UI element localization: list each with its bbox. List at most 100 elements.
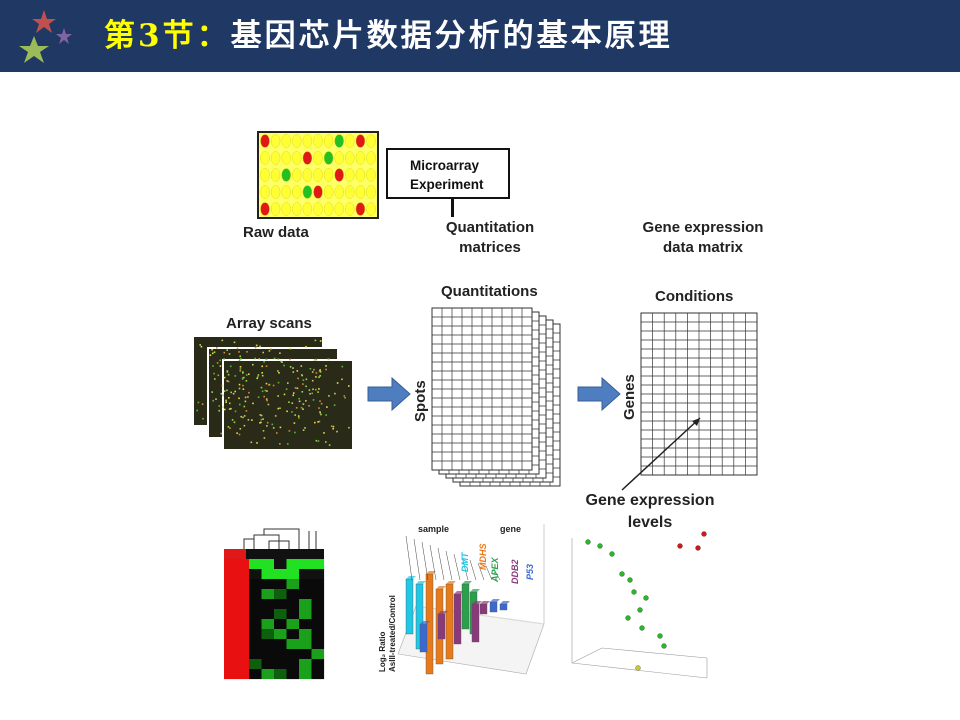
heatmap-cell — [299, 649, 312, 660]
spot — [281, 151, 291, 165]
spot — [345, 151, 355, 165]
sample-tick — [413, 538, 421, 581]
scan-speckle — [239, 428, 242, 430]
spot — [334, 134, 344, 148]
spot — [355, 202, 366, 216]
scan-speckle — [344, 396, 346, 399]
scan-speckle — [226, 380, 228, 382]
quantitations-label: Quantitations — [441, 283, 538, 300]
scan-speckle — [332, 427, 334, 430]
scan-speckle — [258, 358, 261, 360]
scan-speckle — [223, 351, 226, 354]
spot — [355, 151, 366, 165]
scan-speckle — [233, 421, 236, 424]
scan-speckle — [318, 420, 321, 423]
spot — [302, 134, 313, 148]
scan-speckle — [267, 403, 270, 406]
scan-speckle — [229, 365, 232, 368]
scan-speckle — [236, 347, 239, 350]
scan-speckle — [216, 347, 218, 349]
scan-speckle — [247, 396, 249, 398]
heatmap-cell — [261, 649, 275, 660]
axis-line-1: Log₂ Ratio — [378, 631, 387, 672]
scan-speckle — [223, 376, 226, 379]
scan-speckle — [277, 407, 279, 410]
scan-speckle — [254, 346, 257, 349]
scan-speckle — [312, 399, 315, 401]
scan-speckle — [279, 352, 281, 354]
scan-speckle — [341, 378, 343, 381]
heatmap-cell — [274, 629, 287, 640]
spot — [334, 168, 344, 182]
scan-speckle — [228, 408, 231, 410]
scan-speckle — [315, 376, 317, 378]
heatmap-cell — [261, 599, 275, 610]
scan-speckle — [245, 410, 248, 412]
spot — [270, 185, 281, 199]
heatmap-cell — [249, 589, 262, 600]
levels-line-1: Gene expression — [585, 492, 715, 509]
heatmap-cell — [261, 569, 275, 580]
scan-speckle — [334, 392, 336, 395]
heatmap-cell — [236, 599, 250, 610]
heatmap-cell — [286, 669, 300, 680]
heatmap-cell — [249, 629, 262, 640]
gene-name-label: DMT — [460, 552, 470, 573]
heatmap-cell — [299, 639, 312, 650]
heatmap-cell — [236, 669, 250, 680]
scan-speckle — [222, 406, 224, 408]
heatmap-cell — [311, 649, 325, 660]
heatmap-cell — [286, 629, 300, 640]
scan-speckle — [292, 367, 294, 369]
heatmap-cell — [299, 659, 312, 670]
scan-speckle — [286, 410, 288, 413]
spot — [345, 134, 355, 148]
scan-speckle — [293, 422, 296, 424]
scan-speckle — [318, 407, 320, 409]
scan-speckle — [226, 370, 229, 372]
spot — [345, 202, 355, 216]
scan-speckle — [297, 377, 299, 380]
heatmap-cell — [224, 649, 237, 660]
bar — [405, 578, 414, 635]
scan-speckle — [288, 430, 291, 432]
scan-speckle — [263, 361, 265, 363]
scan-speckle — [220, 432, 222, 435]
heatmap-cell — [236, 659, 250, 670]
section-number: 第3节： — [104, 18, 231, 54]
scan-speckle — [252, 363, 254, 366]
scan-speckle — [211, 348, 213, 351]
scan-speckle — [265, 365, 268, 367]
scan-speckle — [298, 400, 301, 403]
scan-speckle — [319, 411, 321, 414]
heatmap-cell — [311, 629, 325, 640]
scan-speckle — [298, 417, 300, 419]
spot — [334, 185, 344, 199]
spot — [355, 168, 366, 182]
scan-speckle — [314, 339, 317, 342]
scan-speckle — [298, 397, 300, 400]
bar — [471, 603, 480, 643]
heatmap-cell — [286, 559, 300, 570]
scan-speckle — [211, 391, 213, 393]
heatmap-cell — [224, 589, 237, 600]
spot — [313, 134, 323, 148]
scan-speckle — [226, 389, 228, 392]
heatmap-cell — [286, 589, 300, 600]
spot — [313, 151, 323, 165]
bar — [437, 613, 446, 640]
scan-speckle — [311, 392, 313, 395]
scan-speckle — [295, 407, 298, 409]
scan-speckle — [285, 388, 288, 390]
scan-speckle — [272, 384, 275, 387]
scatter-point — [635, 665, 641, 671]
scan-speckle — [257, 396, 260, 398]
scan-speckle — [318, 376, 320, 378]
heatmap-cell — [311, 669, 325, 680]
scan-speckle — [231, 419, 234, 421]
heatmap-cell — [236, 589, 250, 600]
scan-speckle — [218, 409, 220, 412]
scan-speckle — [238, 397, 240, 400]
conditions-label: Conditions — [655, 288, 734, 305]
scan-speckle — [302, 403, 305, 405]
